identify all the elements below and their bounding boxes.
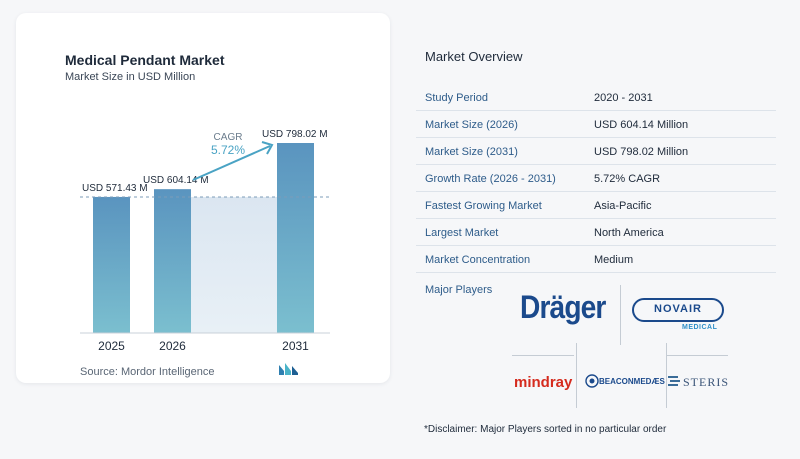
overview-row-label: Largest Market [425,227,499,239]
steris-icon [668,376,680,386]
source-note: Source: Mordor Intelligence [80,366,215,378]
beaconmedaes-icon [585,374,599,388]
data-label-2026: USD 604.14 M [143,175,209,186]
overview-row-value: Asia-Pacific [594,200,652,212]
drager-logo: Dräger [520,289,606,325]
data-label-2031: USD 798.02 M [262,129,328,140]
logo-divider [620,285,621,345]
x-tick-label-2026: 2026 [159,339,186,353]
mindray-logo: mindray [514,374,573,391]
growth-band [191,196,277,333]
overview-row: Growth Rate (2026 - 2031) 5.72% CAGR [416,165,776,192]
data-label-2025: USD 571.43 M [82,183,148,194]
logo-divider [512,355,574,356]
logo-divider [666,343,667,408]
x-tick-label-2031: 2031 [282,339,309,353]
bar-2026 [154,189,191,333]
overview-row-value: 5.72% CAGR [594,173,661,185]
cagr-arrow-line [192,145,271,181]
overview-row-label: Growth Rate (2026 - 2031) [425,173,556,185]
overview-row-label: Market Size (2026) [425,119,518,131]
novair-medical-text: MEDICAL [682,324,718,331]
beaconmedaes-logo: BEACONMEDÆS [599,377,665,386]
disclaimer: *Disclaimer: Major Players sorted in no … [424,424,667,435]
overview-row: Market Size (2031) USD 798.02 Million [416,138,776,165]
cagr-value: 5.72% [211,143,245,157]
overview-row: Largest Market North America [416,219,776,246]
overview-row: Study Period 2020 - 2031 [416,84,776,111]
chart-subtitle: Market Size in USD Million [65,71,196,83]
bar-2025 [93,196,130,333]
novair-logo-text: NOVAIR [654,303,702,315]
overview-title: Market Overview [425,49,523,64]
x-tick-label-2025: 2025 [98,339,125,353]
cagr-label: CAGR [214,132,243,143]
overview-row-label: Market Concentration [425,254,531,266]
overview-row-label: Market Size (2031) [425,146,518,158]
overview-row: Market Size (2026) USD 604.14 Million [416,111,776,138]
overview-row: Fastest Growing Market Asia-Pacific [416,192,776,219]
overview-row-label: Fastest Growing Market [425,200,542,212]
mordor-logo-icon [279,363,298,375]
overview-row-value: Medium [594,254,634,266]
logo-divider [576,343,577,408]
overview-row-label: Study Period [425,92,488,104]
major-players-label: Major Players [425,284,493,296]
cagr-arrow-head [261,141,274,155]
logo-divider [666,355,728,356]
overview-row-value: USD 798.02 Million [594,146,689,158]
overview-row-value: North America [594,227,664,239]
overview-row-value: 2020 - 2031 [594,92,653,104]
overview-row: Market Concentration Medium [416,246,776,273]
bar-2031 [277,143,314,333]
novair-logo: NOVAIR [632,298,724,322]
chart-title: Medical Pendant Market [65,52,225,68]
steris-logo: STERIS [683,375,730,389]
overview-row-value: USD 604.14 Million [594,119,689,131]
